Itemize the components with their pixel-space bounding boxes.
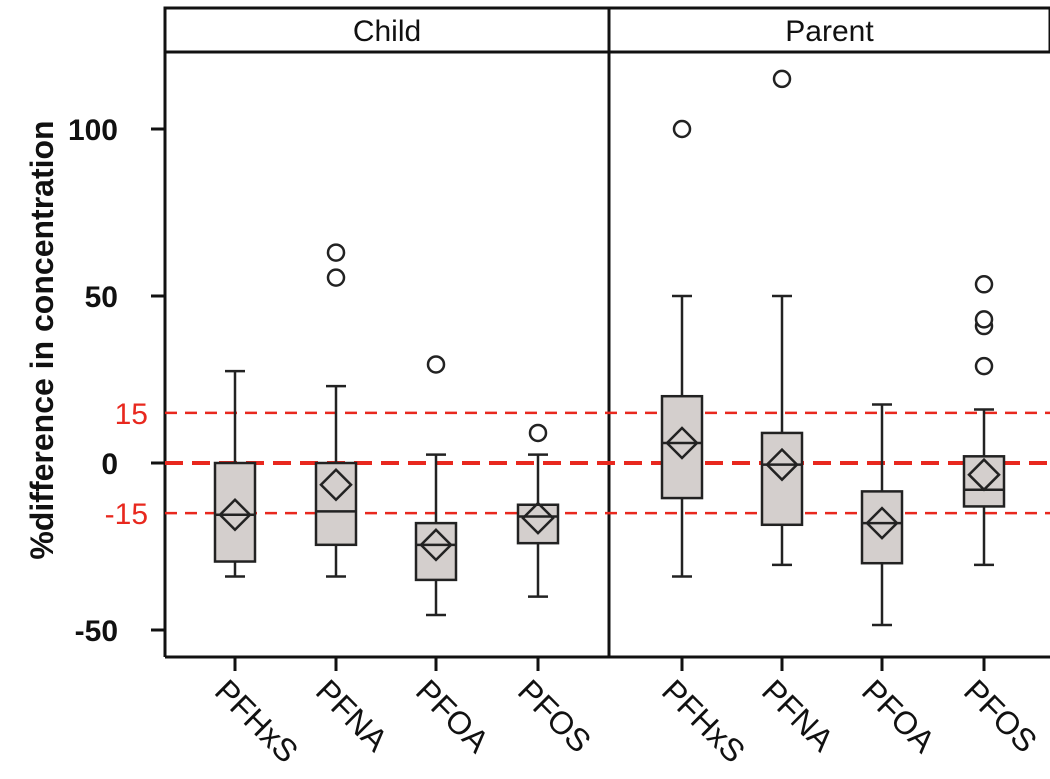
y-tick-label: -50 xyxy=(75,615,118,648)
panel-header xyxy=(163,6,611,54)
mean-diamond xyxy=(665,426,699,460)
panel-header xyxy=(607,6,1050,54)
outlier-point xyxy=(326,243,346,262)
y-axis-label: %difference in concentration xyxy=(24,120,60,559)
box-parent-pfhxs: PFHxS xyxy=(655,119,752,770)
box-parent-pfoa: PFOA xyxy=(855,403,943,760)
outlier-point xyxy=(772,69,792,89)
iqr-box xyxy=(414,521,458,582)
outlier-point xyxy=(326,268,346,287)
mean-diamond xyxy=(521,501,555,535)
iqr-box xyxy=(660,394,704,500)
box-child-pfoa: PFOA xyxy=(409,355,497,760)
reference-line-label: -15 xyxy=(105,498,148,531)
iqr-box xyxy=(516,503,560,545)
mean-diamond xyxy=(319,467,353,502)
x-tick-label: PFNA xyxy=(755,672,841,758)
x-tick-label: PFOA xyxy=(409,672,497,760)
iqr-box xyxy=(860,490,904,565)
outlier-point xyxy=(974,275,994,294)
x-tick-label: PFOA xyxy=(855,672,943,760)
y-tick-label: 50 xyxy=(85,281,118,314)
x-tick-label: PFHxS xyxy=(655,672,752,769)
reference-line-label: 15 xyxy=(115,398,148,431)
box-child-pfna: PFNA xyxy=(309,243,395,759)
x-tick-label: PFOS xyxy=(511,672,598,759)
mean-diamond xyxy=(865,506,899,540)
box-child-pfhxs: PFHxS xyxy=(208,369,305,770)
iqr-box xyxy=(962,455,1006,508)
box-parent-pfos: PFOS xyxy=(957,275,1044,760)
mean-diamond xyxy=(765,447,799,482)
iqr-box xyxy=(314,461,358,547)
mean-diamond xyxy=(967,457,1001,492)
outlier-point xyxy=(426,355,446,374)
x-tick-label: PFHxS xyxy=(208,672,305,769)
box-child-pfos: PFOS xyxy=(511,423,598,760)
x-tick-label: PFNA xyxy=(309,672,395,758)
x-tick-label: PFOS xyxy=(957,672,1044,759)
panel-parent: Parent xyxy=(607,6,1050,54)
panel-child: Child xyxy=(163,6,611,54)
y-tick-label: 100 xyxy=(68,114,118,147)
outlier-point xyxy=(672,119,692,139)
panel-title: Parent xyxy=(785,15,874,48)
outlier-point xyxy=(528,423,548,443)
mean-diamond xyxy=(218,498,252,532)
outlier-point xyxy=(974,356,994,376)
outlier-point xyxy=(974,310,994,329)
panel-title: Child xyxy=(353,15,421,48)
mean-diamond xyxy=(419,528,453,562)
y-axis: 100 50 0 -50 15 -15 xyxy=(68,8,1050,659)
y-tick-label: 0 xyxy=(101,448,118,481)
